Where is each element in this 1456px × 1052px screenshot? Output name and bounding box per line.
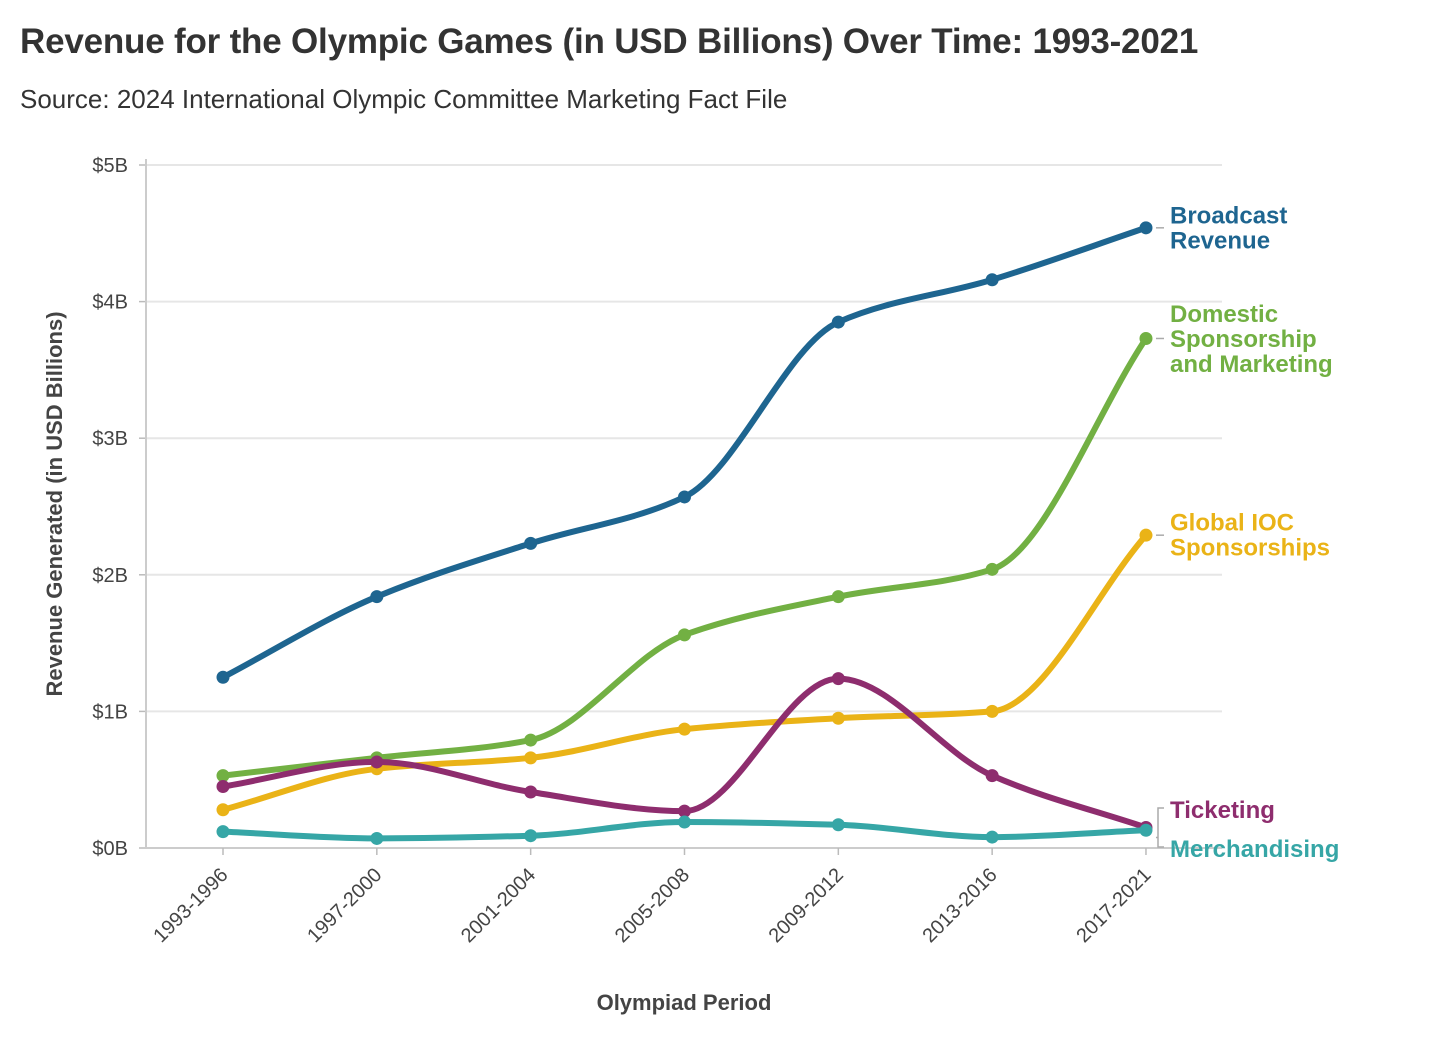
y-tick-label: $2B bbox=[92, 565, 128, 587]
data-point bbox=[985, 769, 999, 783]
y-axis-title: Revenue Generated (in USD Billions) bbox=[42, 311, 67, 696]
data-point bbox=[370, 590, 384, 604]
data-point bbox=[524, 829, 538, 843]
x-tick-label: 1993-1996 bbox=[149, 864, 232, 947]
data-point bbox=[216, 803, 230, 817]
chart-title: Revenue for the Olympic Games (in USD Bi… bbox=[20, 22, 1199, 61]
series-broadcast-revenue bbox=[216, 221, 1153, 684]
data-point bbox=[677, 722, 691, 736]
data-point bbox=[677, 628, 691, 642]
data-point bbox=[524, 785, 538, 799]
data-point bbox=[216, 670, 230, 684]
data-point bbox=[985, 830, 999, 844]
series-lines bbox=[216, 221, 1153, 845]
series-label-ticketing: Ticketing bbox=[1170, 797, 1275, 824]
data-point bbox=[985, 562, 999, 576]
data-point bbox=[370, 831, 384, 845]
series-line-broadcast-revenue bbox=[220, 224, 1149, 681]
axes: $0B $1B $2B $3B $4B $5B 1993-1996 1997-2000 2001… bbox=[92, 155, 1222, 947]
data-point bbox=[985, 704, 999, 718]
series-ticketing bbox=[216, 672, 1153, 835]
data-point bbox=[524, 751, 538, 765]
y-tick-label: $0B bbox=[92, 838, 128, 860]
series-labels: Broadcast Revenue Domestic Sponsorship and M… bbox=[1155, 203, 1339, 863]
data-point bbox=[216, 769, 230, 783]
data-point bbox=[831, 590, 845, 604]
data-point bbox=[831, 711, 845, 725]
series-label-merchandising: Merchandising bbox=[1170, 836, 1339, 863]
x-tick-label: 2013-2016 bbox=[918, 864, 1001, 947]
series-label-domestic-sponsorship-and-marketing: Domestic Sponsorship and Marketing bbox=[1170, 301, 1333, 378]
data-point bbox=[1139, 221, 1153, 235]
data-point bbox=[1139, 331, 1153, 345]
data-point bbox=[831, 818, 845, 832]
data-point bbox=[831, 315, 845, 329]
data-point bbox=[216, 825, 230, 839]
series-line-global-ioc-sponsorships bbox=[220, 532, 1149, 813]
data-point bbox=[370, 755, 384, 769]
x-tick-label: 2001-2004 bbox=[457, 864, 540, 947]
chart-subtitle: Source: 2024 International Olympic Commi… bbox=[20, 84, 788, 114]
series-label-global-ioc-sponsorships: Global IOC Sponsorships bbox=[1170, 510, 1330, 562]
data-point bbox=[216, 780, 230, 794]
series-domestic-sponsorship-and-marketing bbox=[216, 331, 1153, 783]
x-axis-title: Olympiad Period bbox=[597, 990, 772, 1015]
x-tick-label: 2009-2012 bbox=[765, 864, 848, 947]
y-tick-label: $1B bbox=[92, 701, 128, 723]
data-point bbox=[677, 815, 691, 829]
data-point bbox=[985, 273, 999, 287]
data-point bbox=[831, 672, 845, 686]
data-point bbox=[524, 536, 538, 550]
label-bracket bbox=[1155, 807, 1164, 848]
y-tick-label: $4B bbox=[92, 292, 128, 314]
x-tick-label: 2017-2021 bbox=[1072, 864, 1155, 947]
data-point bbox=[677, 490, 691, 504]
data-point bbox=[1139, 823, 1153, 837]
x-tick-label: 2005-2008 bbox=[611, 864, 694, 947]
y-tick-label: $3B bbox=[92, 428, 128, 450]
data-point bbox=[1139, 528, 1153, 542]
data-point bbox=[524, 733, 538, 747]
x-tick-label: 1997-2000 bbox=[303, 864, 386, 947]
series-label-broadcast-revenue: Broadcast Revenue bbox=[1170, 203, 1287, 255]
grid-lines bbox=[146, 164, 1222, 849]
data-point bbox=[677, 804, 691, 818]
y-tick-label: $5B bbox=[92, 155, 128, 177]
series-global-ioc-sponsorships bbox=[216, 528, 1153, 817]
series-merchandising bbox=[216, 815, 1153, 845]
